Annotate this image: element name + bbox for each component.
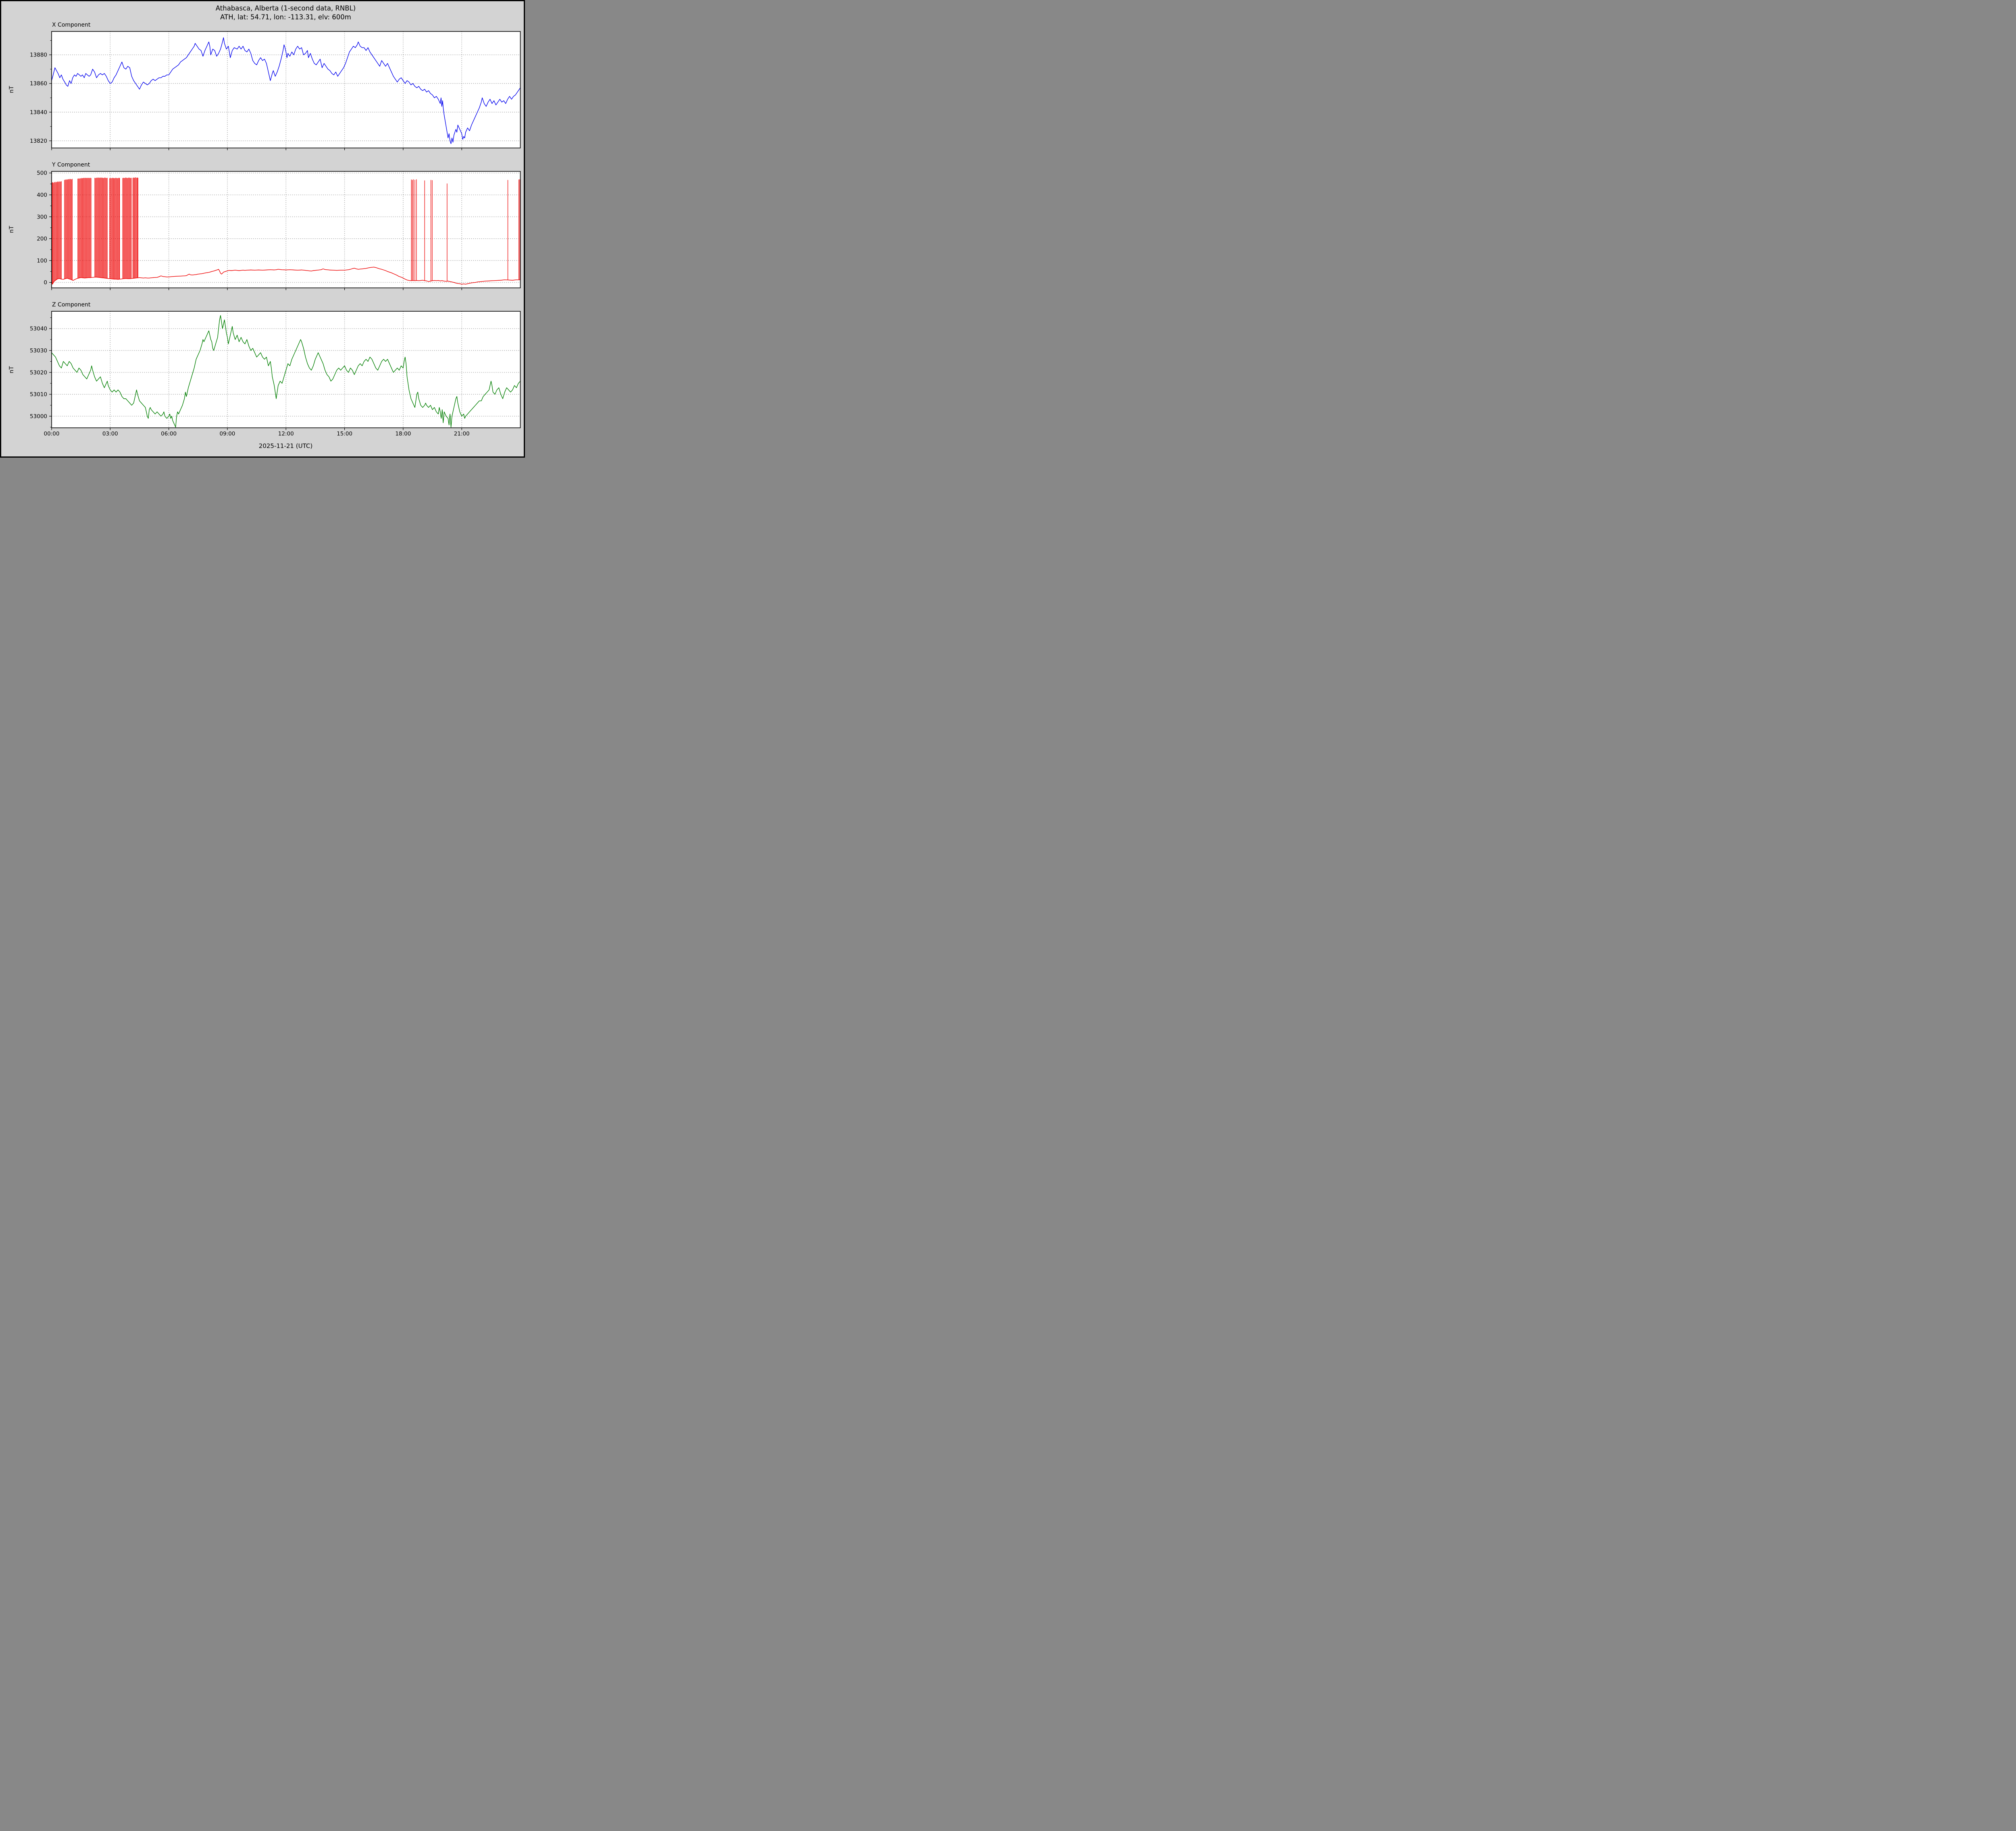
svg-text:06:00: 06:00: [161, 431, 177, 437]
y-axis-label-z: nT: [8, 366, 15, 374]
svg-text:21:00: 21:00: [454, 431, 469, 437]
svg-text:13880: 13880: [30, 52, 47, 58]
svg-text:15:00: 15:00: [337, 431, 352, 437]
panel-x-plot: 13880 13860 13840 13820: [30, 31, 521, 150]
svg-text:03:00: 03:00: [102, 431, 118, 437]
panel-y-plot: 500 400 300 200 100 0: [37, 170, 521, 290]
panel-z-plot: 00:00 03:00 06:00 09:00 12:00 15:00 18:00 21:00…: [30, 311, 521, 437]
chart-title: Athabasca, Alberta (1-second data, RNBL): [215, 4, 356, 12]
svg-text:53010: 53010: [30, 392, 47, 398]
svg-text:300: 300: [37, 214, 47, 220]
svg-text:09:00: 09:00: [219, 431, 235, 437]
y-axis-label-y: nT: [8, 225, 15, 233]
svg-text:18:00: 18:00: [395, 431, 411, 437]
svg-text:0: 0: [44, 279, 47, 286]
svg-text:13840: 13840: [30, 109, 47, 116]
svg-text:00:00: 00:00: [44, 431, 59, 437]
svg-text:200: 200: [37, 236, 47, 242]
figure-title-block: Athabasca, Alberta (1-second data, RNBL)…: [51, 4, 520, 22]
chart-subtitle: ATH, lat: 54.71, lon: -113.31, elv: 600m: [220, 13, 351, 21]
svg-text:13820: 13820: [30, 138, 47, 144]
svg-text:13860: 13860: [30, 80, 47, 87]
svg-text:400: 400: [37, 192, 47, 198]
magnetometer-figure: Athabasca, Alberta (1-second data, RNBL)…: [0, 0, 525, 458]
svg-text:53030: 53030: [30, 348, 47, 354]
svg-text:53000: 53000: [30, 413, 47, 420]
svg-text:53020: 53020: [30, 370, 47, 376]
svg-text:100: 100: [37, 258, 47, 264]
svg-text:12:00: 12:00: [278, 431, 294, 437]
panel-title-x-component: X Component: [52, 22, 91, 28]
y-axis-label-x: nT: [8, 85, 15, 94]
svg-text:53040: 53040: [30, 326, 47, 332]
panel-title-y-component: Y Component: [52, 162, 90, 168]
panel-title-z-component: Z Component: [52, 302, 91, 308]
svg-text:500: 500: [37, 170, 47, 177]
x-axis-label: 2025-11-21 (UTC): [258, 442, 313, 450]
